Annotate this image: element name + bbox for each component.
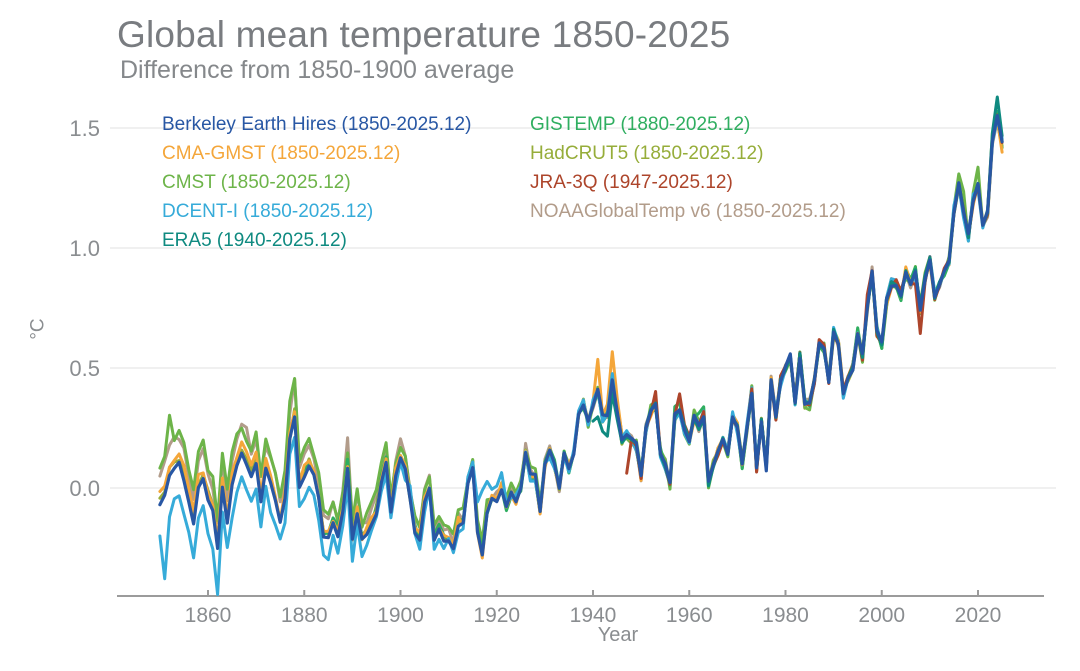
chart-title: Global mean temperature 1850-2025 bbox=[117, 14, 731, 55]
x-tick-label-1960: 1960 bbox=[666, 604, 713, 627]
x-tick-label-1860: 1860 bbox=[185, 604, 232, 627]
legend-item-hadcrut5: HadCRUT5 (1850-2025.12) bbox=[530, 143, 764, 164]
x-tick-label-1980: 1980 bbox=[762, 604, 809, 627]
x-tick-label-1920: 1920 bbox=[473, 604, 520, 627]
y-tick-label-1.0: 1.0 bbox=[69, 236, 100, 261]
legend-item-gistemp: GISTEMP (1880-2025.12) bbox=[530, 114, 751, 135]
y-tick-label-0.5: 0.5 bbox=[69, 356, 100, 381]
legend-item-berkeley: Berkeley Earth Hires (1850-2025.12) bbox=[162, 114, 472, 135]
y-tick-label-0.0: 0.0 bbox=[69, 476, 100, 501]
x-tick-label-2020: 2020 bbox=[955, 604, 1002, 627]
legend-item-cmst: CMST (1850-2025.12) bbox=[162, 172, 351, 193]
x-tick-label-1940: 1940 bbox=[570, 604, 617, 627]
legend-item-noaa: NOAAGlobalTemp v6 (1850-2025.12) bbox=[530, 201, 846, 222]
x-tick-label-1900: 1900 bbox=[377, 604, 424, 627]
x-axis-title: Year bbox=[597, 624, 639, 646]
legend-item-era5: ERA5 (1940-2025.12) bbox=[162, 230, 347, 251]
y-tick-label-1.5: 1.5 bbox=[69, 116, 100, 141]
x-tick-label-1880: 1880 bbox=[281, 604, 328, 627]
legend-item-jra3q: JRA-3Q (1947-2025.12) bbox=[530, 172, 733, 193]
x-tick-label-2000: 2000 bbox=[858, 604, 905, 627]
series-line-berkeley bbox=[158, 114, 1004, 557]
y-axis-unit-label: °C bbox=[27, 318, 49, 340]
legend-item-cma_gmst: CMA-GMST (1850-2025.12) bbox=[162, 143, 401, 164]
legend-item-dcent: DCENT-I (1850-2025.12) bbox=[162, 201, 374, 222]
chart-subtitle: Difference from 1850-1900 average bbox=[120, 56, 515, 84]
